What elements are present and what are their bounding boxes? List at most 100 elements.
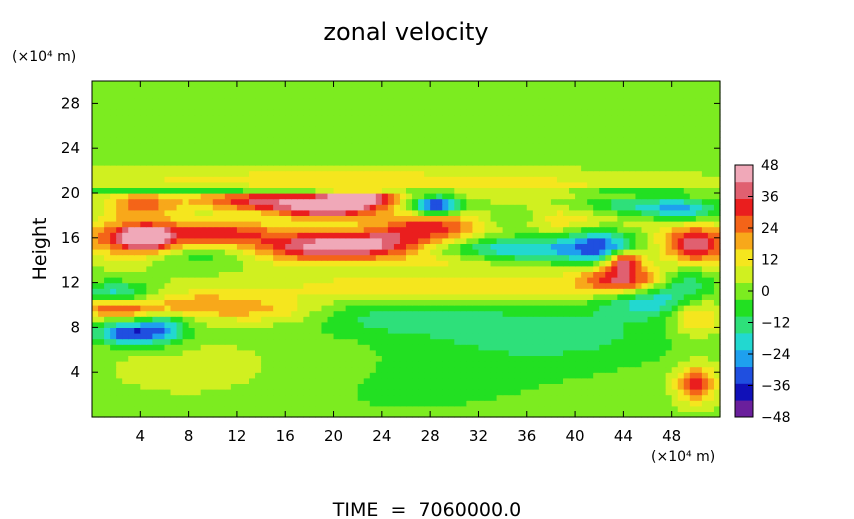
heatmap-cell xyxy=(110,170,117,177)
heatmap-cell xyxy=(478,148,486,155)
heatmap-cell xyxy=(339,260,347,267)
heatmap-cell xyxy=(176,321,184,328)
heatmap-cell xyxy=(242,400,250,407)
heatmap-cell xyxy=(122,181,129,188)
heatmap-cell xyxy=(647,249,655,256)
heatmap-cell xyxy=(122,232,129,239)
heatmap-cell xyxy=(92,372,99,379)
heatmap-cell xyxy=(689,372,697,379)
heatmap-cell xyxy=(357,153,365,160)
heatmap-cell xyxy=(98,321,105,328)
heatmap-cell xyxy=(267,366,274,373)
heatmap-cell xyxy=(611,321,618,328)
heatmap-cell xyxy=(164,344,172,351)
heatmap-cell xyxy=(351,159,359,166)
heatmap-cell xyxy=(556,338,564,345)
heatmap-cell xyxy=(387,411,395,418)
heatmap-cell xyxy=(629,372,637,379)
heatmap-cell xyxy=(484,260,492,267)
heatmap-cell xyxy=(176,265,184,272)
heatmap-cell xyxy=(623,293,631,300)
heatmap-cell xyxy=(164,254,172,261)
heatmap-cell xyxy=(200,254,208,261)
heatmap-cell xyxy=(665,159,673,166)
heatmap-cell xyxy=(472,299,480,306)
heatmap-cell xyxy=(92,389,99,396)
heatmap-cell xyxy=(375,159,383,166)
heatmap-cell xyxy=(653,165,661,172)
heatmap-cell xyxy=(484,237,492,244)
heatmap-cell xyxy=(110,159,117,166)
heatmap-cell xyxy=(116,232,123,239)
heatmap-cell xyxy=(122,209,129,216)
heatmap-cell xyxy=(593,221,600,228)
heatmap-cell xyxy=(98,142,105,149)
heatmap-cell xyxy=(617,254,624,261)
heatmap-cell xyxy=(333,394,341,401)
heatmap-cell xyxy=(339,383,347,390)
heatmap-cell xyxy=(357,226,365,233)
heatmap-cell xyxy=(701,411,709,418)
heatmap-cell xyxy=(406,389,413,396)
heatmap-cell xyxy=(412,411,419,418)
heatmap-cell xyxy=(418,372,425,379)
heatmap-cell xyxy=(267,282,274,289)
heatmap-cell xyxy=(152,310,160,317)
heatmap-cell xyxy=(653,394,661,401)
heatmap-cell xyxy=(230,193,238,200)
heatmap-cell xyxy=(665,260,673,267)
heatmap-cell xyxy=(327,176,335,183)
heatmap-cell xyxy=(659,181,667,188)
heatmap-cell xyxy=(128,400,135,407)
heatmap-cell xyxy=(194,243,202,250)
heatmap-cell xyxy=(424,181,431,188)
heatmap-cell xyxy=(496,355,504,362)
heatmap-cell xyxy=(188,193,196,200)
heatmap-cell xyxy=(689,271,697,278)
heatmap-cell xyxy=(599,226,606,233)
heatmap-cell xyxy=(387,221,395,228)
heatmap-cell xyxy=(212,159,220,166)
heatmap-cell xyxy=(701,277,709,284)
heatmap-cell xyxy=(671,288,679,295)
heatmap-cell xyxy=(641,226,649,233)
heatmap-cell xyxy=(683,260,691,267)
heatmap-cell xyxy=(520,288,528,295)
heatmap-cell xyxy=(532,198,540,205)
heatmap-cell xyxy=(478,265,486,272)
heatmap-cell xyxy=(309,215,317,222)
heatmap-cell xyxy=(424,310,431,317)
heatmap-cell xyxy=(587,176,594,183)
heatmap-cell xyxy=(116,321,123,328)
heatmap-cell xyxy=(556,165,564,172)
heatmap-cell xyxy=(369,394,377,401)
heatmap-cell xyxy=(617,377,624,384)
heatmap-cell xyxy=(544,361,552,368)
heatmap-cell xyxy=(575,181,582,188)
heatmap-cell xyxy=(98,316,105,323)
heatmap-cell xyxy=(242,204,250,211)
heatmap-cell xyxy=(556,249,564,256)
heatmap-cell xyxy=(550,170,558,177)
heatmap-cell xyxy=(490,361,498,368)
heatmap-cell xyxy=(593,299,600,306)
heatmap-cell xyxy=(212,299,220,306)
heatmap-cell xyxy=(321,148,329,155)
heatmap-cell xyxy=(520,366,528,373)
heatmap-cell xyxy=(182,389,190,396)
heatmap-cell xyxy=(460,282,467,289)
heatmap-cell xyxy=(218,243,226,250)
heatmap-cell xyxy=(502,405,510,412)
heatmap-cell xyxy=(399,366,407,373)
heatmap-cell xyxy=(128,282,135,289)
heatmap-cell xyxy=(212,338,220,345)
heatmap-cell xyxy=(418,265,425,272)
heatmap-cell xyxy=(605,277,612,284)
heatmap-cell xyxy=(267,293,274,300)
heatmap-cell xyxy=(104,299,111,306)
heatmap-cell xyxy=(526,377,534,384)
heatmap-cell xyxy=(671,159,679,166)
heatmap-cell xyxy=(140,383,147,390)
heatmap-cell xyxy=(188,366,196,373)
heatmap-cell xyxy=(623,389,631,396)
